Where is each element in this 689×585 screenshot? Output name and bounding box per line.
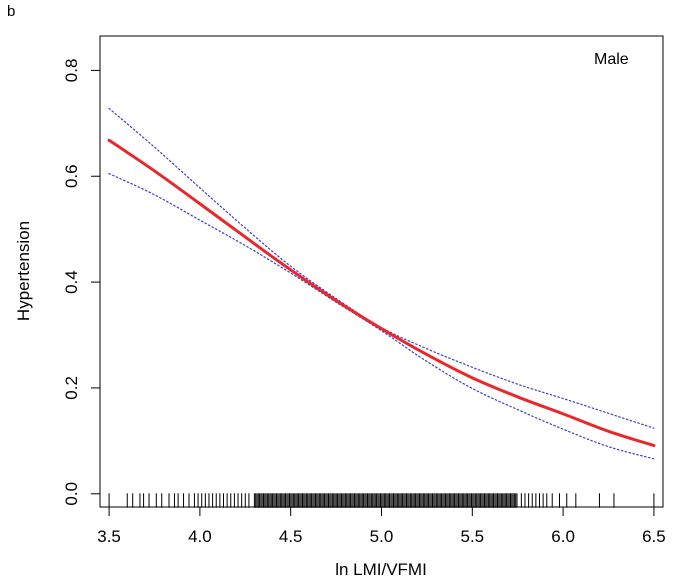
- y-tick-label: 0.8: [62, 59, 81, 83]
- lower-ci-curve: [108, 173, 655, 460]
- x-tick-label: 6.5: [642, 527, 666, 546]
- y-axis-title: Hypertension: [14, 221, 33, 321]
- y-tick-label: 0.6: [62, 164, 81, 188]
- x-tick-label: 4.0: [188, 527, 212, 546]
- plot-frame: [99, 35, 664, 508]
- x-tick-label: 5.5: [460, 527, 484, 546]
- estimate-curve: [107, 138, 656, 448]
- y-axis: 0.0 0.2 0.4 0.6 0.8: [62, 59, 101, 506]
- curve-layer: [107, 107, 656, 460]
- y-tick-label: 0.0: [62, 482, 81, 506]
- y-tick-label: 0.2: [62, 376, 81, 400]
- x-axis-title: ln LMI/VFMI: [335, 560, 427, 579]
- upper-ci-curve: [108, 107, 655, 429]
- rug-plot: [108, 493, 655, 508]
- x-tick-label: 3.5: [97, 527, 121, 546]
- y-tick-label: 0.4: [62, 270, 81, 294]
- panel-label: b: [7, 3, 15, 20]
- x-tick-label: 6.0: [551, 527, 575, 546]
- x-tick-label: 4.5: [279, 527, 303, 546]
- legend-label-male: Male: [594, 51, 629, 68]
- x-tick-label: 5.0: [370, 527, 394, 546]
- x-axis: 3.5 4.0 4.5 5.0 5.5 6.0 6.5: [97, 506, 666, 546]
